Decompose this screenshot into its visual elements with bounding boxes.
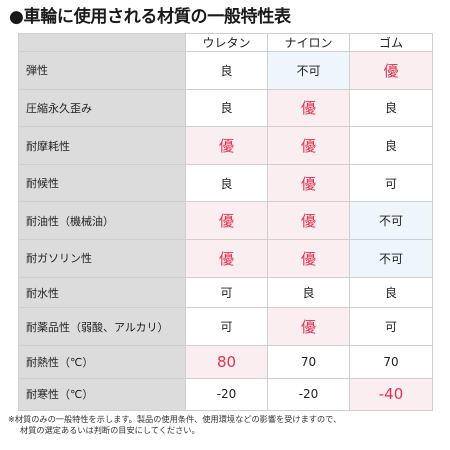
column-header-urethane: ウレタン xyxy=(185,33,268,52)
table-cell: -40 xyxy=(349,377,433,411)
table-cell: 可 xyxy=(349,163,433,203)
table-cell: 良 xyxy=(185,88,268,128)
table-row: 耐油性（機械油）優優不可 xyxy=(18,201,433,241)
table-cell: -20 xyxy=(267,377,350,411)
table-cell: 優 xyxy=(267,88,350,128)
table-cell: 70 xyxy=(267,345,350,379)
column-header-nylon: ナイロン xyxy=(267,33,350,52)
table-cell: 可 xyxy=(349,307,433,347)
row-label: 弾性 xyxy=(18,51,186,90)
table-cell: 70 xyxy=(349,345,433,379)
table-cell: 良 xyxy=(349,126,433,165)
table-body: 弾性良不可優圧縮永久歪み良優良耐摩耗性優優良耐候性良優可耐油性（機械油）優優不可… xyxy=(18,51,433,411)
table-row: 耐熱性（℃） 80 70 70 xyxy=(18,345,433,379)
row-label: 耐油性（機械油） xyxy=(18,201,186,241)
table-cell: 良 xyxy=(349,276,433,309)
table-row: 耐薬品性（弱酸、アルカリ）可優可 xyxy=(18,307,433,347)
row-label: 耐水性 xyxy=(18,276,186,309)
table-cell: 優 xyxy=(267,201,350,241)
table-row: 圧縮永久歪み良優良 xyxy=(18,88,433,128)
table-cell: 優 xyxy=(267,239,350,278)
footnote-line: 材質の選定あるいは判断の目安にしてください。 xyxy=(20,425,200,435)
table-cell: 良 xyxy=(349,88,433,128)
row-label: 耐熱性（℃） xyxy=(18,345,186,379)
table-cell: 優 xyxy=(349,51,433,90)
table-cell: 可 xyxy=(185,307,268,347)
row-label: 耐ガソリン性 xyxy=(18,239,186,278)
table-row: 耐水性可良良 xyxy=(18,276,433,309)
table-corner-cell xyxy=(18,33,186,52)
table-cell: 優 xyxy=(267,307,350,347)
table-cell: -20 xyxy=(185,377,268,411)
table-cell: 優 xyxy=(185,201,268,241)
table-row: 耐寒性（℃） -20 -20 -40 xyxy=(18,377,433,411)
table-cell: 良 xyxy=(267,276,350,309)
row-label: 耐候性 xyxy=(18,163,186,203)
table-cell: 可 xyxy=(185,276,268,309)
table-cell: 優 xyxy=(185,239,268,278)
table-row: 弾性良不可優 xyxy=(18,51,433,90)
column-header-rubber: ゴム xyxy=(349,33,433,52)
row-label: 耐薬品性（弱酸、アルカリ） xyxy=(18,307,186,347)
table-header-row: ウレタン ナイロン ゴム xyxy=(18,33,433,52)
table-cell: 80 xyxy=(185,345,268,379)
row-label: 圧縮永久歪み xyxy=(18,88,186,128)
table-row: 耐摩耗性優優良 xyxy=(18,126,433,165)
table-row: 耐ガソリン性優優不可 xyxy=(18,239,433,278)
row-label: 耐寒性（℃） xyxy=(18,377,186,411)
table-cell: 良 xyxy=(185,51,268,90)
table-cell: 不可 xyxy=(349,239,433,278)
table-cell: 優 xyxy=(267,163,350,203)
footnote: ※材質のみの一般特性を示します。製品の使用条件、使用環境などの影響を受けますので… xyxy=(8,414,444,436)
table-cell: 優 xyxy=(185,126,268,165)
table-cell: 良 xyxy=(185,163,268,203)
table-cell: 不可 xyxy=(267,51,350,90)
page-title: ●車輪に使用される材質の一般特性表 xyxy=(9,7,291,27)
footnote-line: ※材質のみの一般特性を示します。製品の使用条件、使用環境などの影響を受けますので… xyxy=(8,414,342,424)
material-properties-table: ウレタン ナイロン ゴム 弾性良不可優圧縮永久歪み良優良耐摩耗性優優良耐候性良優… xyxy=(18,33,433,411)
table-row: 耐候性良優可 xyxy=(18,163,433,203)
table-cell: 優 xyxy=(267,126,350,165)
table-cell: 不可 xyxy=(349,201,433,241)
row-label: 耐摩耗性 xyxy=(18,126,186,165)
